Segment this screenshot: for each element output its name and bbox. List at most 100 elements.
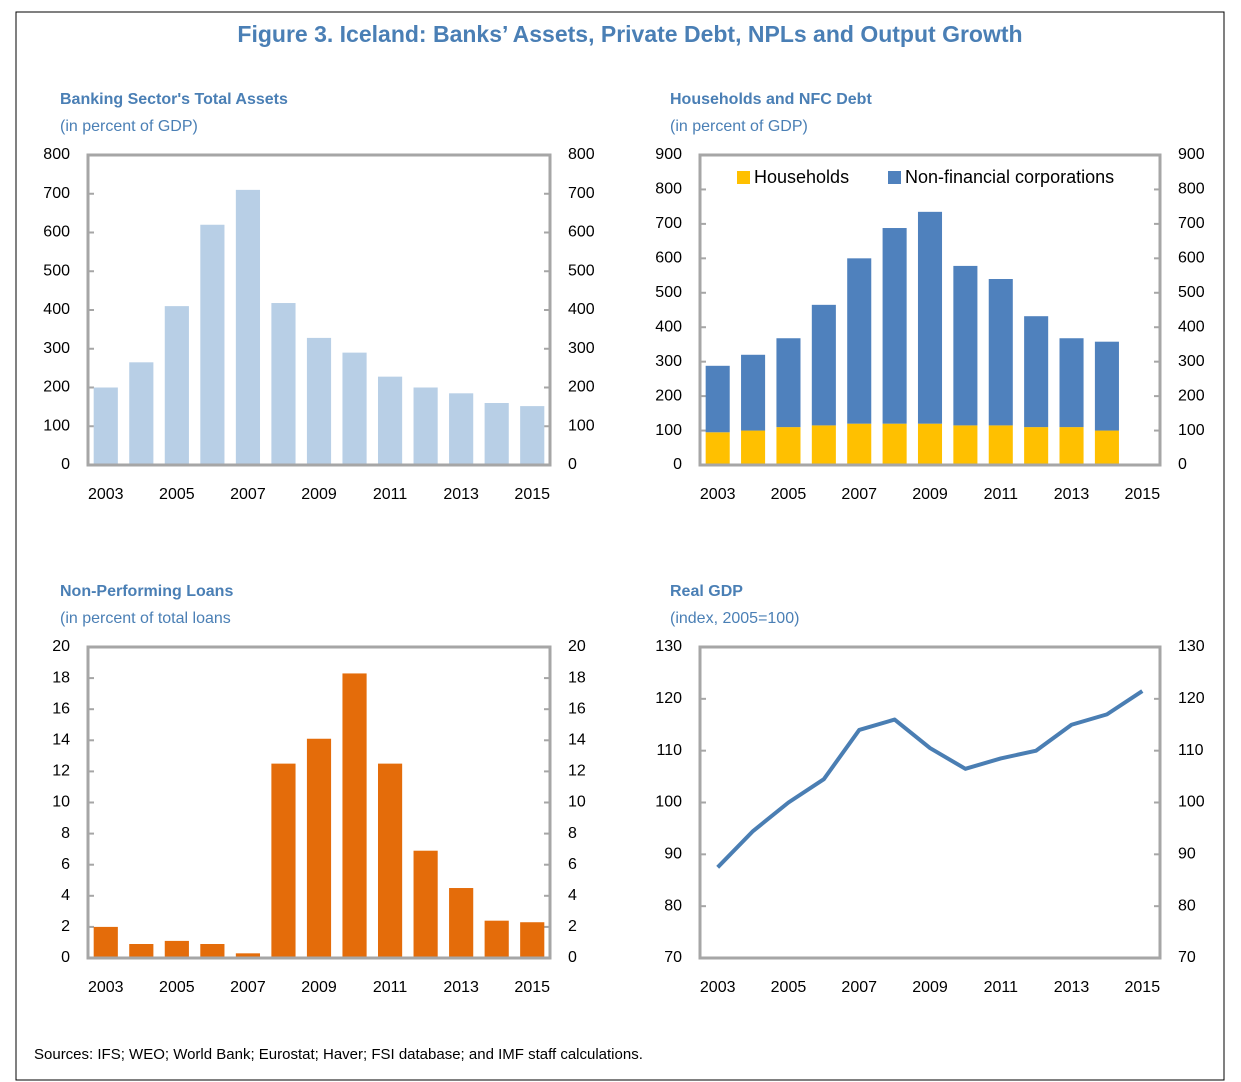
- bar-segment: [1024, 316, 1049, 428]
- bar: [200, 944, 225, 958]
- y-tick-label: 100: [655, 794, 682, 811]
- plot-frame: [86, 645, 552, 960]
- x-tick-label: 2015: [514, 486, 550, 503]
- bar: [129, 362, 154, 465]
- y-tick-label: 700: [655, 215, 682, 232]
- plot-frame: [86, 153, 552, 467]
- bar: [306, 738, 332, 958]
- plot-frame: [698, 153, 1162, 467]
- y2-tick-label: 500: [568, 262, 595, 279]
- x-tick-label: 2011: [373, 979, 408, 996]
- y2-tick-label: 700: [1178, 215, 1205, 232]
- y-tick-label: 2: [61, 918, 70, 935]
- y-tick-label: 200: [655, 387, 682, 404]
- y-tick-label: 500: [43, 262, 70, 279]
- y2-tick-label: 300: [1178, 353, 1205, 370]
- bar: [200, 224, 225, 465]
- y-tick-label: 16: [52, 700, 70, 717]
- y-tick-label: 800: [43, 146, 70, 163]
- chart-title: Non-Performing Loans: [60, 583, 233, 600]
- bar: [377, 376, 403, 465]
- x-tick-label: 2009: [912, 979, 948, 996]
- y-tick-label: 200: [43, 379, 70, 396]
- bar-segment: [882, 228, 907, 424]
- y2-tick-label: 600: [568, 224, 595, 241]
- bar: [449, 888, 474, 958]
- x-tick-label: 2013: [443, 486, 479, 503]
- bar: [484, 403, 509, 465]
- y-tick-label: 600: [43, 224, 70, 241]
- y2-tick-label: 16: [568, 700, 586, 717]
- y-tick-label: 700: [43, 185, 70, 202]
- y2-tick-label: 200: [568, 379, 595, 396]
- bar-segment: [705, 365, 730, 433]
- bar-segment: [705, 432, 730, 465]
- y2-tick-label: 130: [1178, 638, 1205, 655]
- x-tick-label: 2005: [771, 979, 807, 996]
- y-tick-label: 0: [61, 456, 70, 473]
- bar: [342, 352, 367, 465]
- bar-segment: [741, 430, 766, 465]
- bar-segment: [988, 425, 1013, 465]
- bar-segment: [953, 425, 978, 465]
- bar-segment: [1024, 427, 1049, 465]
- y2-tick-label: 400: [568, 301, 595, 318]
- bar: [520, 922, 545, 958]
- bar: [235, 953, 261, 958]
- bar-segment: [1059, 338, 1084, 428]
- y2-tick-label: 12: [568, 763, 586, 780]
- chart-subtitle: (in percent of GDP): [60, 118, 198, 135]
- bar-segment: [1094, 341, 1119, 431]
- bar: [449, 393, 474, 465]
- x-tick-label: 2013: [443, 979, 479, 996]
- chart-title: Households and NFC Debt: [670, 91, 872, 108]
- y2-tick-label: 0: [568, 456, 577, 473]
- bar: [520, 406, 545, 465]
- bar-segment: [776, 427, 801, 465]
- chart-title: Banking Sector's Total Assets: [60, 91, 288, 108]
- y-tick-label: 100: [655, 422, 682, 439]
- y2-tick-label: 10: [568, 794, 586, 811]
- y-tick-label: 400: [43, 301, 70, 318]
- y2-tick-label: 18: [568, 669, 586, 686]
- bar: [413, 850, 438, 958]
- x-tick-label: 2009: [301, 486, 337, 503]
- y2-tick-label: 4: [568, 887, 577, 904]
- source: Sources: IFS; WEO; World Bank; Eurostat;…: [34, 1046, 643, 1063]
- chart-subtitle: (in percent of total loans: [60, 610, 231, 627]
- x-tick-label: 2007: [841, 979, 877, 996]
- legend-swatch: [888, 171, 901, 184]
- line: [716, 689, 1144, 869]
- x-tick-label: 2003: [700, 979, 736, 996]
- y-tick-label: 900: [655, 146, 682, 163]
- y-tick-label: 20: [52, 638, 70, 655]
- figure-title: Figure 3. Iceland: Banks’ Assets, Privat…: [237, 21, 1022, 47]
- y-tick-label: 12: [52, 763, 70, 780]
- bar-segment: [811, 425, 836, 465]
- bar: [413, 387, 438, 465]
- bar-segment: [917, 423, 943, 465]
- y2-tick-label: 0: [568, 949, 577, 966]
- y-tick-label: 4: [61, 887, 70, 904]
- y2-tick-label: 300: [568, 340, 595, 357]
- bar-segment: [776, 338, 801, 428]
- y-tick-label: 300: [655, 353, 682, 370]
- bar-segment: [988, 279, 1013, 426]
- y2-tick-label: 500: [1178, 284, 1205, 301]
- bar: [342, 673, 367, 958]
- bar-segment: [953, 265, 978, 426]
- x-tick-label: 2007: [841, 486, 877, 503]
- y-tick-label: 500: [655, 284, 682, 301]
- y2-tick-label: 100: [1178, 422, 1205, 439]
- y-tick-label: 800: [655, 181, 682, 198]
- y-tick-label: 6: [61, 856, 70, 873]
- y2-tick-label: 120: [1178, 690, 1205, 707]
- x-tick-label: 2007: [230, 486, 266, 503]
- bar: [271, 303, 296, 465]
- x-tick-label: 2009: [301, 979, 337, 996]
- bar: [164, 306, 189, 465]
- y2-tick-label: 700: [568, 185, 595, 202]
- y2-tick-label: 90: [1178, 846, 1196, 863]
- y2-tick-label: 14: [568, 732, 586, 749]
